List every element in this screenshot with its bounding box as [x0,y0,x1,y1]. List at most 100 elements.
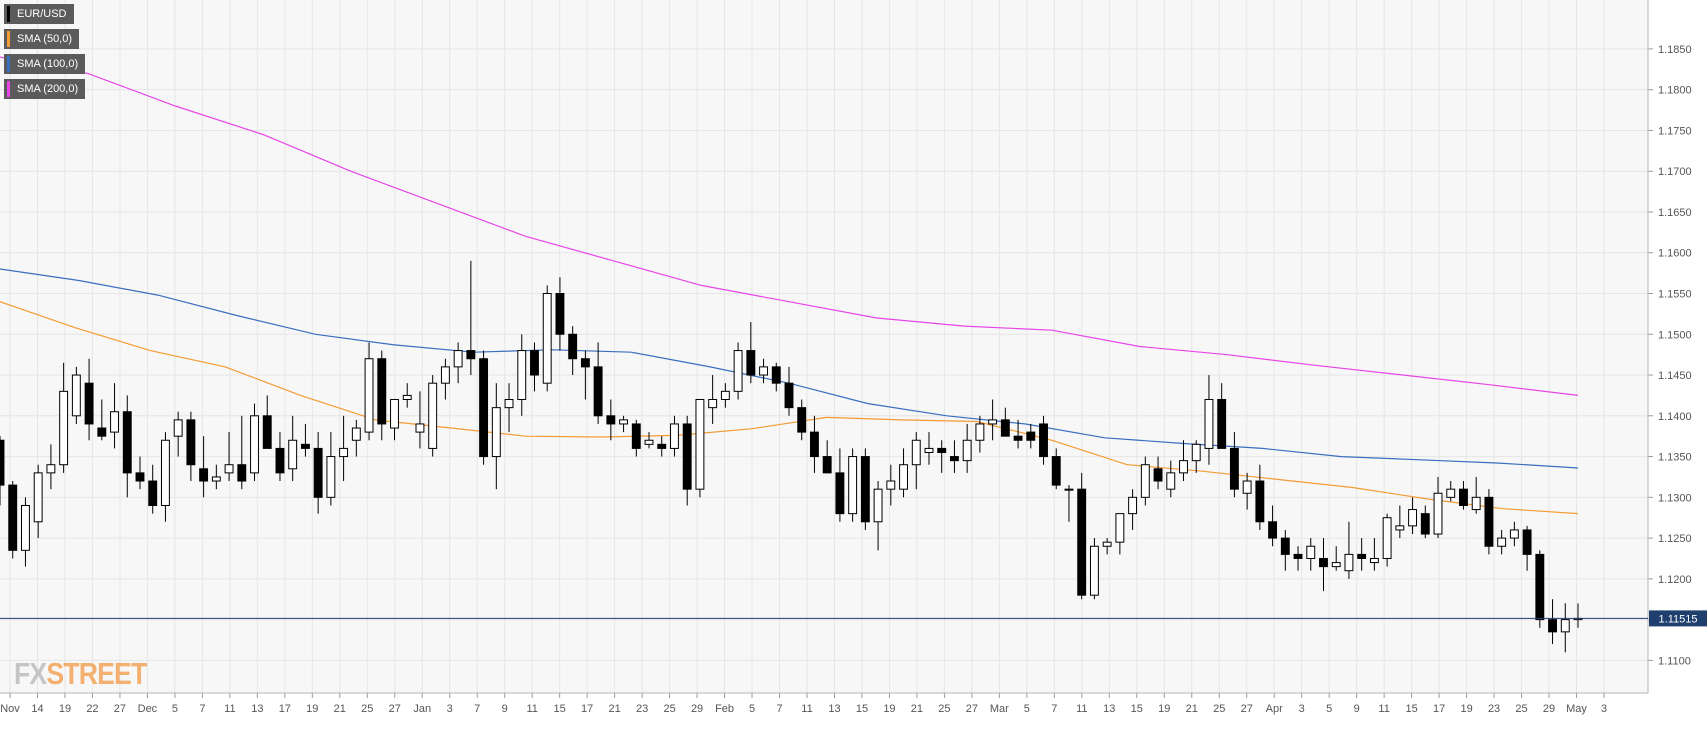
candle-up [1128,496,1138,515]
candle-down [580,358,590,368]
x-tick-label: Mar [990,703,1009,715]
x-tick-label: 23 [636,703,648,715]
legend-swatch [7,56,10,72]
candle-up [33,472,43,523]
x-tick-label: 13 [1103,703,1115,715]
x-tick-label: Feb [715,703,734,715]
candle-up [720,390,730,400]
x-tick-label: 19 [883,703,895,715]
candle-down [1357,553,1367,559]
y-tick-label: 1.1550 [1658,289,1692,301]
candle-down [1077,488,1087,596]
x-tick-label: 15 [554,703,566,715]
candle-down [682,423,692,490]
x-tick-label: 14 [31,703,43,715]
y-tick-label: 1.1650 [1658,207,1692,219]
candle-down [237,464,247,482]
x-tick-label: 5 [1024,703,1030,715]
candle-down [97,427,107,437]
y-tick-label: 1.1800 [1658,85,1692,97]
candle-up [899,464,908,490]
candle-down [631,423,641,449]
candle-up [440,366,450,384]
candle-up [428,382,438,449]
candle-down [1280,537,1290,555]
candle-up [453,350,463,368]
candle-up [364,358,374,433]
candle-down [186,419,196,466]
x-tick-label: 19 [1460,703,1472,715]
candle-up [504,398,514,409]
candle-down [937,447,947,453]
current-price-label: 1.11515 [1659,613,1698,625]
candle-up [670,423,679,449]
x-tick-label: 3 [1299,703,1305,715]
candle-up [1306,545,1316,559]
x-tick-label: 5 [1326,703,1332,715]
x-tick-label: 25 [1515,703,1527,715]
y-tick-label: 1.1300 [1658,492,1692,504]
x-tick-label: 15 [1405,703,1417,715]
y-tick-label: 1.1450 [1658,370,1692,382]
candle-down [1217,398,1227,449]
candle-down [1255,480,1265,523]
legend-item-sma200: SMA (200,0) [4,79,86,99]
candle-up [173,419,183,437]
candle-up [1497,537,1507,547]
candle-up [351,427,361,441]
y-tick-label: 1.1700 [1658,166,1692,178]
candle-down [746,350,756,376]
candle-up [695,398,705,490]
candle-down [797,407,807,433]
candle-down [0,439,5,486]
x-tick-label: 17 [1433,703,1445,715]
candle-up [59,390,69,466]
candle-up [71,374,81,417]
y-tick-label: 1.1750 [1658,125,1692,137]
candle-down [810,431,819,458]
candle-up [619,419,629,425]
candle-up [886,480,896,490]
candle-up [1433,492,1443,535]
legend-label: EUR/USD [17,8,67,20]
legend-item-sma50: SMA (50,0) [4,29,80,49]
x-tick-label: Dec [138,703,158,715]
time-axis-background [0,693,1707,728]
y-tick-label: 1.1500 [1658,329,1692,341]
candle-up [1509,529,1519,539]
y-tick-label: 1.1200 [1658,574,1692,586]
candle-down [8,484,18,551]
x-tick-label: 21 [911,703,923,715]
x-tick-label: 21 [608,703,620,715]
candle-up [1446,488,1456,498]
candle-up [21,504,30,551]
legend-item-sma100: SMA (100,0) [4,54,86,74]
candle-up [288,439,298,470]
candle-down [771,366,781,384]
sma-200-line [0,56,1579,396]
candle-down [1522,529,1532,555]
x-tick-label: 11 [801,703,812,715]
candle-up [160,439,170,506]
y-tick-label: 1.1400 [1658,411,1692,423]
sma-50-line [0,301,1579,515]
candle-down [784,382,794,409]
candle-up [415,423,425,433]
candle-down [148,480,158,506]
x-tick-label: 11 [526,703,537,715]
candle-up [988,419,998,425]
candle-down [822,456,832,474]
candle-up [326,456,336,498]
candle-down [479,358,489,458]
x-tick-label: 15 [1131,703,1143,715]
candle-up [1191,443,1201,462]
candle-down [555,293,565,335]
candle-down [568,333,578,360]
candle-down [1026,431,1036,441]
x-tick-label: 29 [1543,703,1555,715]
x-tick-label: 17 [581,703,593,715]
x-tick-label: 25 [938,703,950,715]
x-tick-label: 7 [776,703,782,715]
plot-background [0,0,1648,693]
